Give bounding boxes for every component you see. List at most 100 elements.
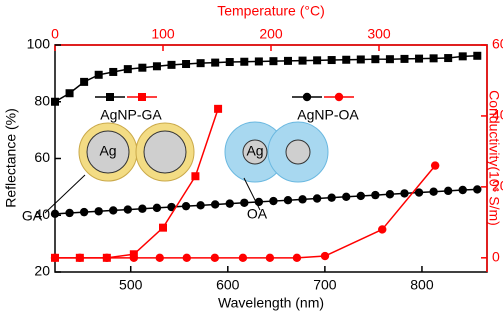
marker — [357, 55, 365, 63]
marker — [167, 61, 175, 69]
marker — [66, 89, 74, 97]
legend-label: AgNP-OA — [297, 107, 359, 123]
marker — [211, 200, 219, 208]
y-tick-label: 40 — [34, 206, 50, 222]
marker — [371, 191, 379, 199]
marker — [80, 78, 88, 86]
marker — [459, 52, 467, 60]
marker — [153, 204, 161, 212]
marker — [473, 52, 481, 60]
marker — [327, 193, 335, 201]
marker — [130, 254, 138, 262]
legend-label: AgNP-GA — [100, 107, 162, 123]
marker — [342, 56, 350, 64]
marker — [95, 71, 103, 79]
marker — [430, 54, 438, 62]
marker — [183, 254, 191, 262]
marker — [473, 185, 481, 193]
y-tick-label: 100 — [27, 36, 51, 52]
marker — [444, 187, 452, 195]
marker — [298, 195, 306, 203]
y2-tick-label: 0 — [492, 249, 500, 265]
marker — [386, 190, 394, 198]
marker — [109, 206, 117, 214]
marker — [429, 187, 437, 195]
marker — [109, 68, 117, 76]
x2-axis-title: Temperature (°C) — [217, 3, 325, 19]
series-line — [55, 109, 218, 258]
x-tick-label: 600 — [216, 277, 240, 293]
series-line — [55, 56, 477, 102]
marker — [80, 208, 88, 216]
marker — [94, 207, 102, 215]
marker — [293, 254, 301, 262]
marker — [378, 225, 386, 233]
y2-tick-label: 60 — [492, 36, 503, 52]
marker — [51, 210, 59, 218]
marker — [156, 254, 164, 262]
marker — [357, 192, 365, 200]
y2-tick-label: 20 — [492, 178, 503, 194]
marker — [65, 209, 73, 217]
marker — [211, 254, 219, 262]
marker — [240, 199, 248, 207]
annotation: Ag — [246, 143, 263, 159]
legend-marker — [138, 93, 146, 101]
marker — [76, 254, 84, 262]
marker — [371, 55, 379, 63]
marker — [284, 57, 292, 65]
marker — [103, 254, 111, 262]
marker — [51, 98, 59, 106]
marker — [328, 56, 336, 64]
x2-tick-label: 100 — [151, 26, 175, 42]
x-axis-title: Wavelength (nm) — [218, 295, 324, 311]
marker — [386, 55, 394, 63]
x-tick-label: 500 — [119, 277, 143, 293]
marker — [400, 55, 408, 63]
oa-schematic — [225, 122, 328, 210]
marker — [124, 205, 132, 213]
legend-marker — [335, 93, 343, 101]
marker — [226, 58, 234, 66]
marker — [459, 186, 467, 194]
legend-marker — [106, 93, 114, 101]
marker — [197, 59, 205, 67]
marker — [138, 205, 146, 213]
annotation: OA — [247, 206, 268, 222]
marker — [226, 199, 234, 207]
y-tick-label: 80 — [34, 92, 50, 108]
marker — [239, 254, 247, 262]
marker — [313, 56, 321, 64]
marker — [255, 198, 263, 206]
x2-tick-label: 0 — [51, 26, 59, 42]
x2-tick-label: 300 — [367, 26, 391, 42]
marker — [269, 197, 277, 205]
chart: Ag Ag GA OA Wavelength (nm) Temperature … — [0, 0, 503, 315]
marker — [51, 254, 59, 262]
x2-tick-label: 200 — [259, 26, 283, 42]
marker — [400, 189, 408, 197]
legend-marker — [303, 93, 311, 101]
marker — [182, 202, 190, 210]
marker — [415, 55, 423, 63]
marker — [266, 254, 274, 262]
marker — [342, 193, 350, 201]
y-tick-label: 20 — [34, 263, 50, 279]
y-axis-title: Reflectance (%) — [3, 108, 19, 208]
marker — [444, 54, 452, 62]
y2-tick-label: 40 — [492, 107, 503, 123]
ga-schematic — [45, 123, 194, 213]
marker — [269, 57, 277, 65]
marker — [321, 252, 329, 260]
marker — [124, 65, 132, 73]
marker — [214, 105, 222, 113]
marker — [138, 64, 146, 72]
marker — [313, 194, 321, 202]
x-tick-label: 700 — [313, 277, 337, 293]
marker — [153, 62, 161, 70]
annotation: Ag — [99, 143, 116, 159]
marker — [255, 57, 263, 65]
y-tick-label: 60 — [34, 149, 50, 165]
x-tick-label: 800 — [410, 277, 434, 293]
marker — [196, 201, 204, 209]
